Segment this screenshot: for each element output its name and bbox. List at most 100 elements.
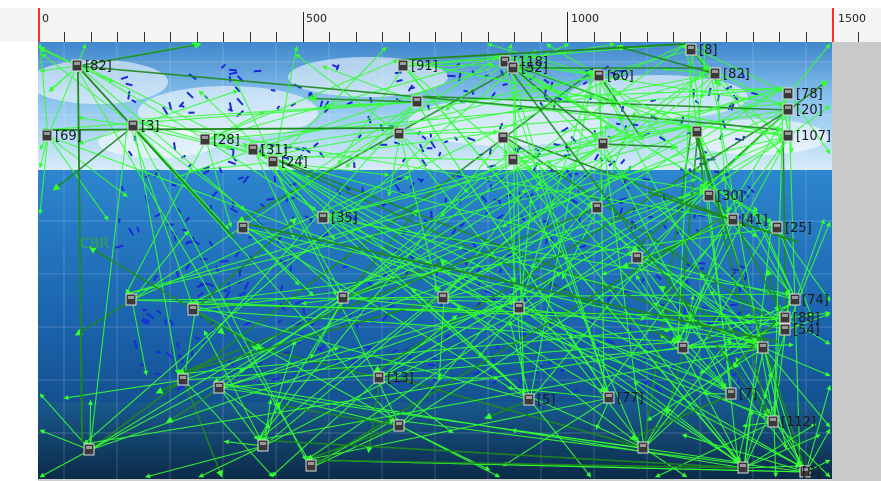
sensor-node-icon[interactable] [71, 59, 83, 72]
trace-dash [472, 371, 482, 376]
sensor-node-icon[interactable] [177, 373, 189, 386]
sensor-node-icon[interactable] [591, 201, 603, 214]
long-link [397, 43, 687, 61]
sensor-node-icon[interactable] [727, 213, 739, 226]
ruler-tick [753, 32, 754, 42]
sensor-node-icon[interactable] [373, 371, 385, 384]
sensor-node-icon[interactable] [411, 95, 423, 108]
sensor-node-icon[interactable] [507, 61, 519, 74]
sensor-node-icon[interactable] [267, 155, 279, 168]
sensor-node-icon[interactable] [213, 381, 225, 394]
sensor-node-icon[interactable] [725, 387, 737, 400]
sensor-node-icon[interactable] [782, 129, 794, 142]
link-arrow [513, 43, 570, 69]
simulation-canvas[interactable]: [82] [91] [118] [52] [60] [8] [82] [78] [20] [107… [38, 42, 832, 479]
trace-dash [184, 216, 191, 223]
sensor-node-icon[interactable] [199, 133, 211, 146]
sensor-node-icon[interactable] [187, 303, 199, 316]
trace-dash [606, 339, 615, 345]
sensor-node-icon[interactable] [782, 103, 794, 116]
link-arrow [763, 347, 831, 428]
link-arrow [805, 428, 831, 473]
sensor-node-icon[interactable] [799, 465, 811, 478]
trace-dash [346, 101, 353, 106]
sensor-node-icon[interactable] [523, 393, 535, 406]
sensor-node-icon[interactable] [593, 69, 605, 82]
link-arrow [743, 399, 778, 469]
sensor-node-icon[interactable] [497, 131, 509, 144]
trace-dash [229, 207, 238, 214]
trace-dash [276, 105, 281, 110]
sensor-node-icon[interactable] [337, 291, 349, 304]
trace-dash [190, 349, 194, 358]
sensor-node-icon[interactable] [393, 127, 405, 140]
sensor-node-icon[interactable] [507, 153, 519, 166]
sensor-node-icon[interactable] [393, 419, 405, 432]
sensor-node-icon[interactable] [779, 323, 791, 336]
sensor-node-icon[interactable] [397, 59, 409, 72]
node-label: [24] [281, 155, 308, 170]
link-arrow [785, 317, 831, 345]
sensor-node-icon[interactable] [83, 443, 95, 456]
sensor-node-icon[interactable] [703, 189, 715, 202]
link-arrow [133, 89, 239, 127]
node-label: [88] [793, 311, 820, 326]
trace-dash [429, 140, 436, 149]
sensor-node-icon[interactable] [437, 291, 449, 304]
link-arrow [131, 43, 687, 301]
link-arrow [609, 73, 717, 107]
trace-dash [142, 308, 147, 312]
sensor-node-icon[interactable] [779, 311, 791, 324]
sensor-node-icon[interactable] [305, 459, 317, 472]
sensor-node-icon[interactable] [41, 129, 53, 142]
node-label: [8] [699, 43, 717, 58]
sensor-node-icon[interactable] [677, 341, 689, 354]
trace-dash [289, 265, 293, 272]
trace-dash [619, 197, 628, 202]
link-arrow [273, 161, 801, 467]
link-arrow [499, 55, 787, 331]
sensor-node-icon[interactable] [125, 293, 137, 306]
sensor-node-icon[interactable] [789, 293, 801, 306]
trace-dash [154, 372, 162, 376]
sensor-node-icon[interactable] [685, 43, 697, 56]
sensor-node-icon[interactable] [767, 415, 779, 428]
sensor-node-icon[interactable] [513, 301, 525, 314]
sensor-node-icon[interactable] [257, 439, 269, 452]
trace-dash [256, 361, 263, 366]
link-arrow [74, 299, 133, 336]
sensor-node-icon[interactable] [597, 137, 609, 150]
trace-dash [237, 280, 243, 285]
link-arrow [257, 436, 745, 469]
link-arrow [41, 53, 135, 127]
link-arrow [251, 344, 381, 379]
sensor-node-icon[interactable] [757, 341, 769, 354]
ruler-tick [647, 32, 648, 42]
link-arrow [399, 129, 499, 135]
sensor-node-icon[interactable] [737, 461, 749, 474]
sensor-node-icon[interactable] [631, 251, 643, 264]
node-label: [7] [739, 387, 757, 402]
trace-dash [407, 84, 414, 92]
sensor-node-icon[interactable] [317, 211, 329, 224]
trace-dash [571, 388, 578, 394]
ruler-tick [223, 32, 224, 42]
link-arrow [397, 58, 790, 137]
sensor-node-icon[interactable] [127, 119, 139, 132]
sensor-node-icon[interactable] [771, 221, 783, 234]
ruler-tick [541, 32, 542, 42]
link-arrow [795, 218, 825, 301]
link-arrow [47, 43, 87, 137]
sensor-node-icon[interactable] [691, 125, 703, 138]
horizontal-ruler: 0 500 1000 1500 [0, 0, 881, 43]
sensor-node-icon[interactable] [782, 87, 794, 100]
sensor-node-icon[interactable] [637, 441, 649, 454]
sensor-node-icon[interactable] [247, 143, 259, 156]
ruler-label-500: 500 [306, 12, 327, 25]
link-arrow [785, 310, 831, 319]
link-arrow [735, 357, 807, 473]
sensor-node-icon[interactable] [237, 221, 249, 234]
sensor-node-icon[interactable] [603, 391, 615, 404]
sensor-node-icon[interactable] [709, 67, 721, 80]
